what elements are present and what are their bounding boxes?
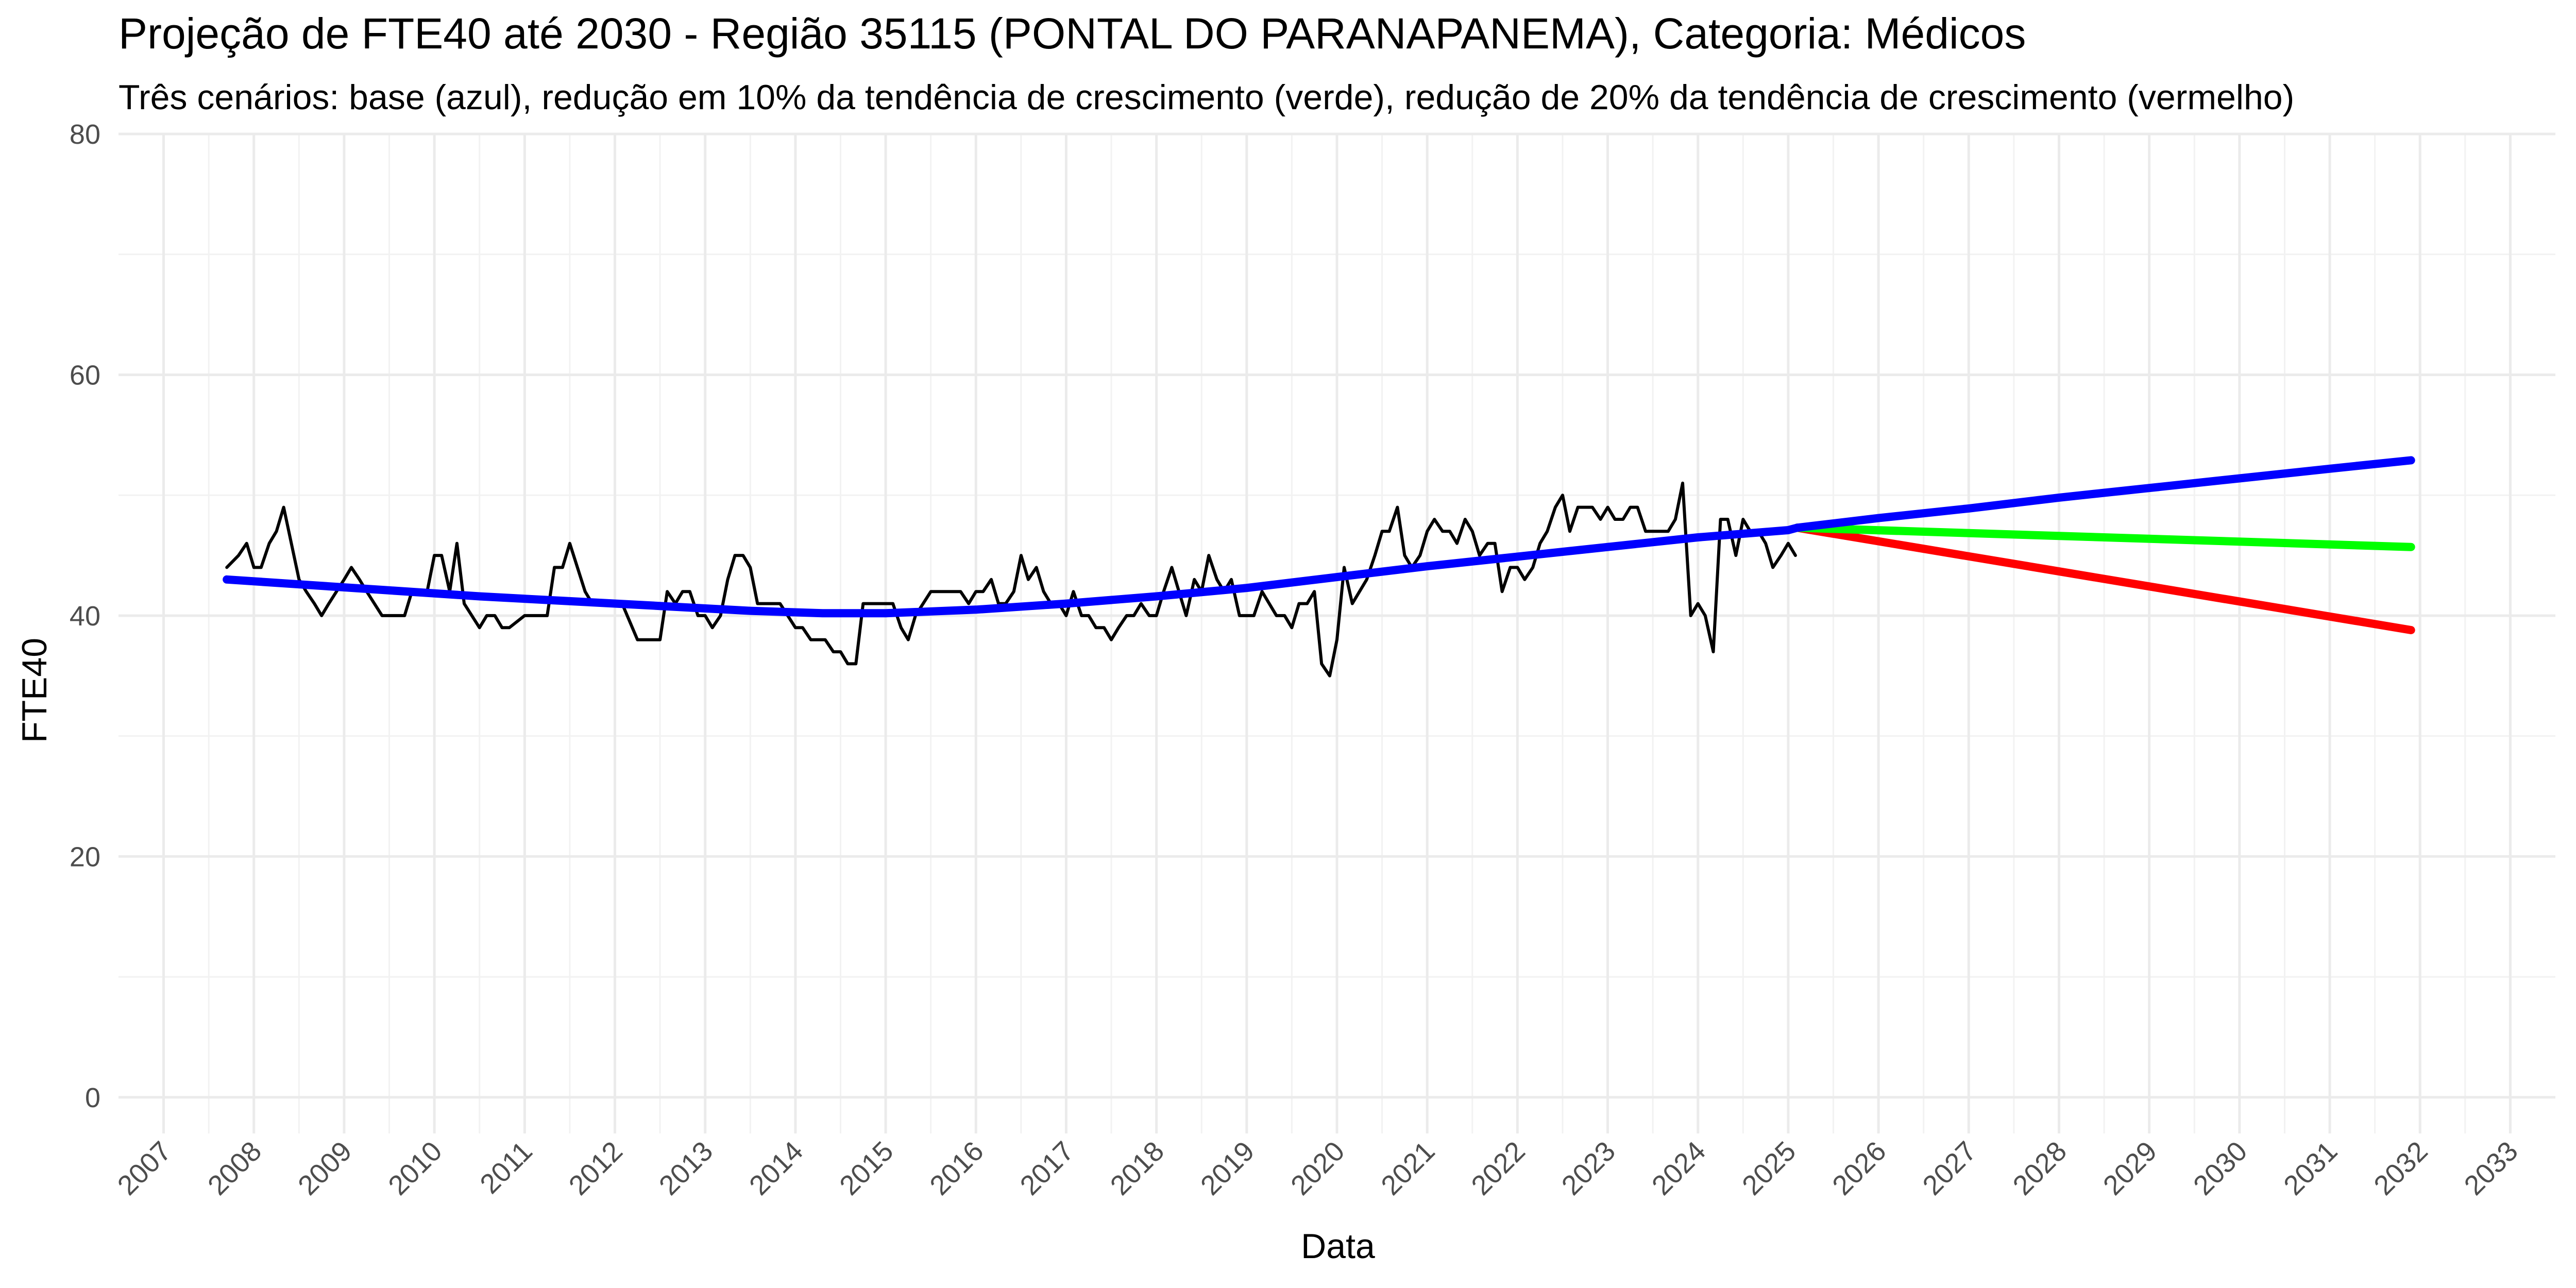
x-tick-label: 2007 — [112, 1136, 177, 1201]
chart-subtitle: Três cenários: base (azul), redução em 1… — [118, 78, 2294, 117]
x-tick-label: 2026 — [1826, 1136, 1892, 1201]
x-tick-label: 2032 — [2368, 1136, 2433, 1201]
series-line-base — [223, 456, 2415, 618]
x-tick-label: 2030 — [2188, 1136, 2253, 1201]
x-tick-label: 2012 — [563, 1136, 629, 1201]
x-tick-label: 2031 — [2278, 1136, 2343, 1201]
x-tick-label: 2019 — [1195, 1136, 1260, 1201]
x-tick-label: 2021 — [1375, 1136, 1440, 1201]
x-tick-label: 2018 — [1105, 1136, 1170, 1201]
x-tick-label: 2025 — [1736, 1136, 1802, 1201]
x-tick-label: 2009 — [292, 1136, 358, 1201]
x-tick-label: 2028 — [2007, 1136, 2073, 1201]
x-tick-label: 2024 — [1646, 1136, 1711, 1201]
series-line-reduced-20 — [1793, 523, 2415, 634]
x-tick-label: 2022 — [1465, 1136, 1531, 1201]
x-tick-label: 2013 — [653, 1136, 719, 1201]
x-tick-label: 2011 — [474, 1136, 538, 1200]
y-axis-ticks: 0 20 40 60 80 — [70, 119, 100, 1113]
x-tick-label: 2015 — [834, 1136, 899, 1201]
y-tick-label: 60 — [70, 360, 100, 391]
chart-title: Projeção de FTE40 até 2030 - Região 3511… — [118, 9, 2026, 58]
y-axis-title: FTE40 — [15, 638, 54, 743]
x-tick-label: 2014 — [743, 1136, 809, 1201]
series-line-reduced-10 — [1793, 523, 2415, 551]
x-tick-label: 2016 — [924, 1136, 989, 1201]
x-tick-label: 2008 — [202, 1136, 267, 1201]
grid — [118, 132, 2555, 1133]
x-tick-label: 2017 — [1014, 1136, 1080, 1201]
x-tick-label: 2033 — [2459, 1136, 2524, 1201]
y-tick-label: 80 — [70, 119, 100, 150]
x-tick-label: 2020 — [1285, 1136, 1350, 1201]
y-tick-label: 20 — [70, 841, 100, 872]
series-group — [223, 456, 2415, 677]
y-tick-label: 40 — [70, 601, 100, 632]
x-tick-label: 2029 — [2097, 1136, 2163, 1201]
x-tick-label: 2023 — [1556, 1136, 1621, 1201]
y-tick-label: 0 — [85, 1082, 100, 1113]
x-tick-label: 2010 — [382, 1136, 448, 1201]
x-axis-ticks: 2007 2008 2009 2010 2011 2012 2013 2014 2015 2016… — [112, 1136, 2524, 1201]
series-line-observed — [225, 481, 1797, 677]
plot-panel — [118, 132, 2555, 1133]
x-tick-label: 2027 — [1917, 1136, 1982, 1201]
x-axis-title: Data — [1301, 1227, 1375, 1266]
